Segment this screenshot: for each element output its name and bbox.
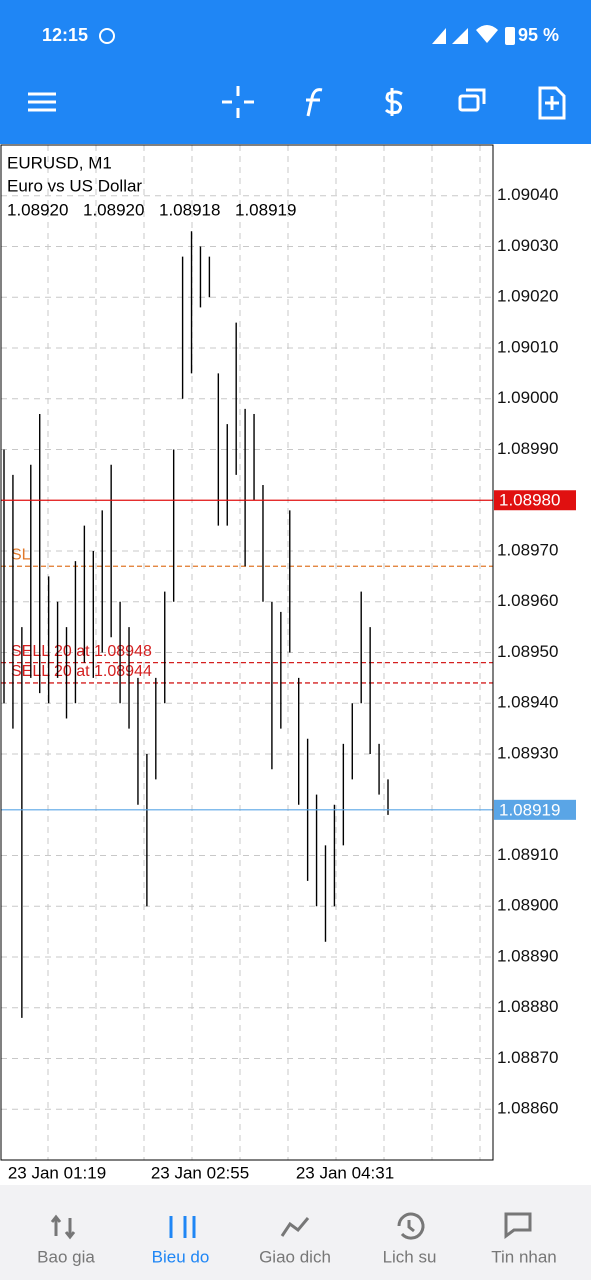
price-tag-label: 1.08980 [499,491,560,510]
y-tick-label: 1.08960 [497,591,558,610]
nav-items: Bao gia Bieu do Giao dich Lich su Tin nhan [37,1212,557,1266]
new-order-button[interactable] [538,86,566,120]
battery-icon [505,27,515,45]
ohlc-value: 1.08920 [83,200,144,219]
x-tick-label: 23 Jan 02:55 [151,1163,249,1182]
y-tick-label: 1.08870 [497,1048,558,1067]
trade-button[interactable] [384,88,403,116]
price-tag-label: 1.08919 [499,800,560,819]
description: Euro vs US Dollar [7,176,142,195]
nav-label[interactable]: Bieu do [152,1247,210,1266]
bottom-nav [0,1185,591,1280]
y-tick-label: 1.08990 [497,439,558,458]
x-tick-label: 23 Jan 04:31 [296,1163,394,1182]
battery-level: 95 % [518,25,559,45]
y-tick-label: 1.08880 [497,997,558,1016]
nav-label[interactable]: Tin nhan [491,1247,557,1266]
signal-icon [432,28,468,44]
toolbar-icons[interactable] [28,86,566,120]
nav-label[interactable]: Bao gia [37,1247,95,1266]
wifi-icon [476,25,498,43]
nav-icon[interactable] [169,1216,196,1238]
chart: 1.09040 1.09030 1.09020 1.09010 1.09000 1.089… [0,144,576,1182]
alarm-icon [99,28,115,44]
ohlc-value: 1.08919 [235,200,296,219]
chart-border [0,144,494,1161]
app-bar [0,0,591,144]
nav-label[interactable]: Giao dich [259,1247,331,1266]
y-tick-label: 1.08860 [497,1099,558,1118]
ohlc-value: 1.08918 [159,200,220,219]
y-tick-label: 1.09000 [497,388,558,407]
y-tick-label: 1.08940 [497,693,558,712]
crosshair-button[interactable] [222,86,254,118]
windows-button[interactable] [458,94,480,112]
menu-button[interactable] [28,92,56,112]
y-tick-label: 1.08890 [497,946,558,965]
price-tag [494,490,576,511]
y-tick-label: 1.09040 [497,185,558,204]
nav-icon[interactable] [280,1217,310,1237]
nav-icon[interactable] [504,1212,532,1239]
y-tick-label: 1.09020 [497,287,558,306]
order-level-label: SELL 20 at 1.08948 [11,643,152,660]
y-tick-label: 1.09010 [497,337,558,356]
y-tick-label: 1.09030 [497,236,558,255]
y-tick-label: 1.08970 [497,540,558,559]
clock: 12:15 [42,25,88,45]
y-tick-label: 1.08900 [497,896,558,915]
order-level-label: SELL 20 at 1.08944 [11,663,152,680]
nav-label[interactable]: Lich su [383,1247,437,1266]
price-tag [494,799,576,820]
y-tick-label: 1.08910 [497,845,558,864]
windows-back[interactable] [466,88,486,104]
indicators-button[interactable] [306,88,323,117]
nav-icon[interactable] [50,1214,76,1240]
symbol: EURUSD, M1 [7,153,112,172]
y-tick-label: 1.08950 [497,642,558,661]
x-tick-label: 23 Jan 01:19 [8,1163,106,1182]
order-level-label: SL [11,546,31,563]
nav-icon[interactable] [397,1212,425,1240]
ohlc-value: 1.08920 [7,200,68,219]
y-tick-label: 1.08930 [497,743,558,762]
